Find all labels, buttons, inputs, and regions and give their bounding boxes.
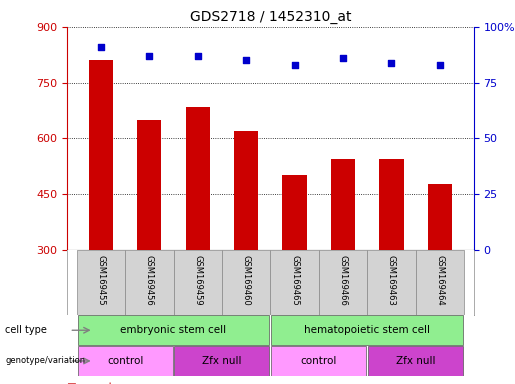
Bar [234,131,258,250]
Bar [222,250,270,315]
Point [242,57,250,63]
Text: genotype/variation: genotype/variation [5,356,85,366]
Bar [270,250,319,315]
Point [436,62,444,68]
Bar [319,250,367,315]
Bar [416,250,464,315]
Text: embryonic stem cell: embryonic stem cell [121,325,227,335]
Bar [78,316,269,345]
Bar [380,159,404,250]
Text: control: control [107,356,143,366]
Point [97,44,105,50]
Bar [185,107,210,250]
Text: GSM169466: GSM169466 [338,255,348,306]
Bar [137,120,161,250]
Bar [271,316,463,345]
Point [290,62,299,68]
Text: Zfx null: Zfx null [202,356,242,366]
Point [194,53,202,59]
Bar [174,250,222,315]
Bar [283,175,307,250]
Text: GSM169459: GSM169459 [193,255,202,305]
Bar [77,250,125,315]
Bar [368,346,463,376]
Bar [367,250,416,315]
Bar [331,159,355,250]
Title: GDS2718 / 1452310_at: GDS2718 / 1452310_at [190,10,351,25]
Point [387,60,396,66]
Text: ■  count: ■ count [67,382,113,384]
Text: GSM169455: GSM169455 [96,255,106,305]
Text: hematopoietic stem cell: hematopoietic stem cell [304,325,430,335]
Text: GSM169456: GSM169456 [145,255,154,306]
Bar [271,346,366,376]
Bar [78,346,173,376]
Point [339,55,347,61]
Bar [428,184,452,250]
Bar [175,346,269,376]
Point [145,53,153,59]
Bar [89,60,113,250]
Text: GSM169464: GSM169464 [435,255,444,306]
Text: cell type: cell type [5,325,47,335]
Text: GSM169460: GSM169460 [242,255,251,306]
Text: control: control [301,356,337,366]
Bar [125,250,174,315]
Text: GSM169463: GSM169463 [387,255,396,306]
Text: GSM169465: GSM169465 [290,255,299,306]
Text: Zfx null: Zfx null [396,356,435,366]
